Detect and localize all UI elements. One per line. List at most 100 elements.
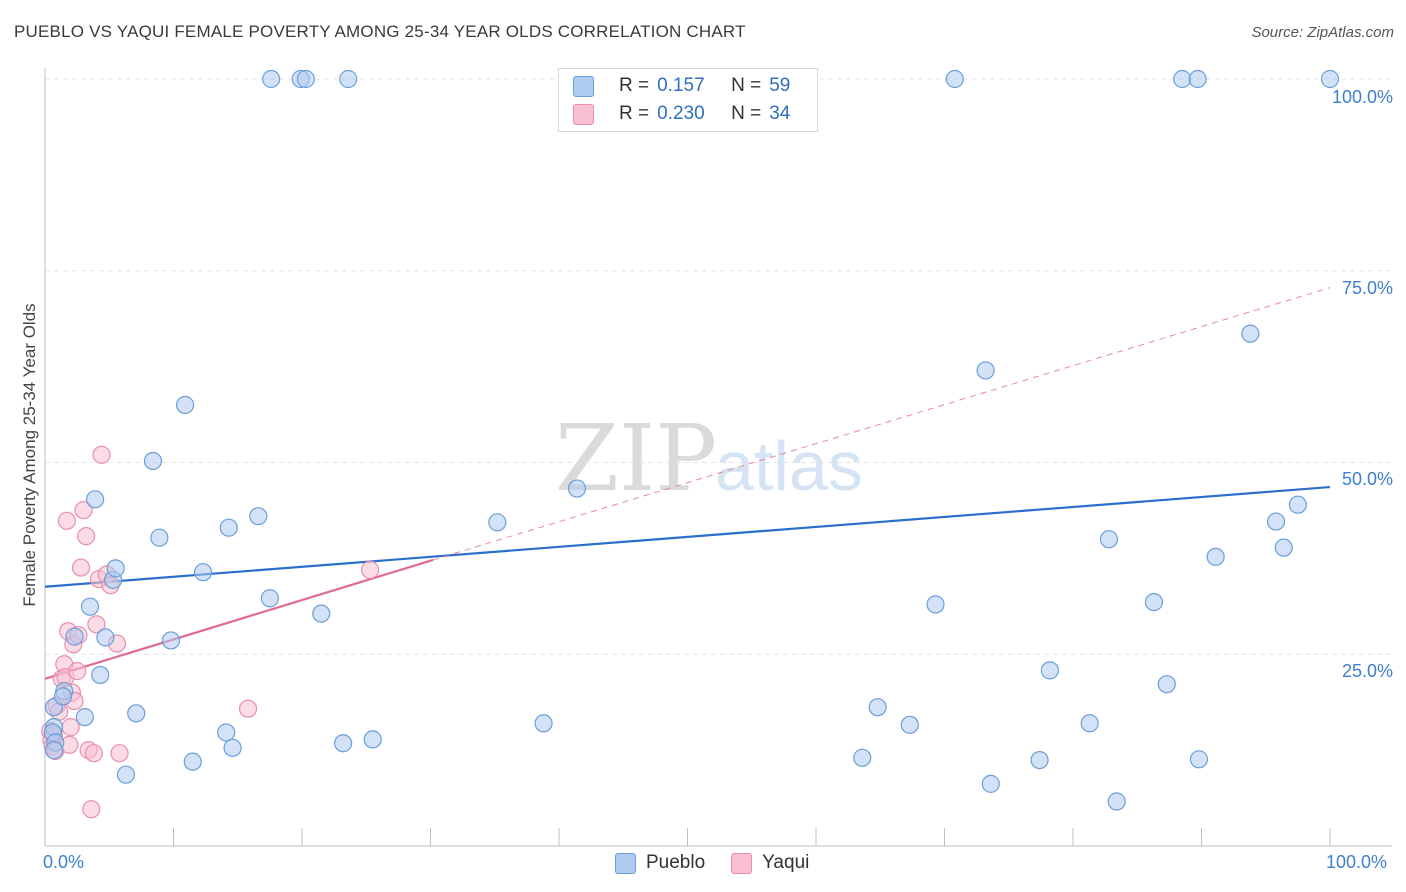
yaqui-trendline-projection: [432, 287, 1331, 561]
pueblo-point: [1188, 69, 1207, 89]
pueblo-n-label: N =: [731, 75, 762, 96]
pueblo-point: [1241, 324, 1260, 343]
pueblo-point: [339, 69, 358, 89]
watermark-atlas: atlas: [715, 427, 863, 505]
pueblo-point: [534, 714, 553, 733]
pueblo-r-label: R =: [619, 75, 650, 96]
pueblo-point: [262, 69, 281, 89]
pueblo-point: [44, 741, 64, 760]
correlation-legend: R = 0.157 N = 59 R = 0.230 N = 34: [558, 68, 818, 132]
source-note: Source: ZipAtlas.com: [1251, 24, 1394, 41]
pueblo-n-value: 59: [769, 75, 791, 96]
pueblo-point: [1157, 675, 1176, 694]
data-points: [41, 69, 1340, 819]
yaqui-point: [77, 527, 96, 546]
x-tick-label-100: 100.0%: [1326, 852, 1388, 872]
pueblo-point: [75, 708, 94, 727]
pueblo-point: [161, 631, 181, 650]
grid: [45, 78, 1395, 655]
yaqui-swatch: [573, 103, 594, 125]
yaqui-point: [61, 718, 80, 737]
pueblo-point: [296, 69, 315, 89]
yaqui-n-label: N =: [731, 103, 762, 124]
legend-row-pueblo: R = 0.157 N = 59: [573, 73, 791, 99]
pueblo-point: [106, 559, 125, 578]
pueblo-point: [1266, 512, 1286, 531]
pueblo-point: [1206, 547, 1225, 566]
watermark: ZIP atlas: [555, 405, 863, 512]
legend-item-pueblo: Pueblo: [615, 852, 705, 874]
pueblo-point: [1144, 592, 1164, 612]
pueblo-point: [1099, 530, 1119, 549]
pueblo-point: [1189, 750, 1209, 769]
pueblo-point: [488, 513, 507, 532]
pueblo-point: [175, 395, 195, 415]
legend-item-yaqui: Yaqui: [731, 852, 809, 874]
pueblo-point: [363, 730, 382, 749]
pueblo-point: [86, 490, 105, 509]
pueblo-point: [80, 597, 100, 616]
yaqui-r-value: 0.230: [657, 103, 705, 124]
yaqui-r-label: R =: [619, 103, 650, 124]
y-tick-label-100: 100.0%: [1331, 87, 1393, 107]
pueblo-point: [65, 627, 84, 646]
yaqui-point: [57, 511, 76, 530]
yaqui-point: [238, 699, 258, 718]
y-tick-label-25: 25.0%: [1341, 661, 1393, 681]
yaqui-legend-label: Yaqui: [762, 852, 810, 873]
pueblo-legend-label: Pueblo: [646, 852, 706, 873]
chart-title: PUEBLO VS YAQUI FEMALE POVERTY AMONG 25-…: [14, 22, 746, 41]
pueblo-point: [53, 687, 73, 706]
pueblo-trendline: [44, 485, 1331, 588]
pueblo-r-value: 0.157: [657, 75, 705, 96]
pueblo-point: [219, 518, 238, 537]
axes: [44, 68, 1392, 847]
pueblo-point: [976, 361, 995, 380]
pueblo-point: [249, 507, 268, 526]
yaqui-point: [82, 800, 101, 819]
pueblo-point: [96, 628, 115, 647]
pueblo-point: [1173, 69, 1192, 89]
pueblo-point: [853, 748, 872, 767]
pueblo-point: [150, 528, 169, 547]
yaqui-point: [84, 744, 103, 763]
pueblo-point: [900, 715, 919, 734]
pueblo-point: [334, 734, 353, 753]
yaqui-n-value: 34: [769, 103, 791, 124]
yaqui-point: [87, 615, 106, 634]
pueblo-point: [1030, 750, 1049, 770]
pueblo-point: [945, 69, 964, 89]
legend-row-yaqui: R = 0.230 N = 34: [573, 101, 791, 127]
y-tick-label-75: 75.0%: [1341, 278, 1393, 298]
pueblo-point: [183, 752, 202, 771]
pueblo-point: [143, 451, 163, 471]
series-legend: Pueblo Yaqui: [615, 852, 835, 874]
pueblo-point: [1040, 661, 1059, 680]
pueblo-point: [217, 723, 236, 742]
pueblo-point: [1274, 538, 1293, 557]
pueblo-point: [1288, 495, 1307, 514]
pueblo-point: [193, 563, 213, 582]
yaqui-trendline: [44, 558, 434, 680]
pueblo-point: [260, 589, 279, 608]
pueblo-point: [1080, 714, 1099, 733]
pueblo-point: [981, 774, 1000, 793]
yaqui-point: [74, 500, 93, 520]
pueblo-point: [116, 765, 136, 784]
trendlines: [44, 287, 1331, 680]
pueblo-point: [91, 665, 110, 685]
y-tick-label-50: 50.0%: [1341, 469, 1393, 489]
pueblo-point: [127, 704, 146, 723]
pueblo-point: [868, 698, 887, 717]
yaqui-legend-swatch: [731, 852, 753, 874]
pueblo-point: [1107, 792, 1126, 811]
pueblo-point: [567, 479, 587, 498]
yaqui-point: [92, 445, 111, 464]
pueblo-swatch: [573, 75, 594, 97]
yaqui-point: [71, 558, 91, 577]
yaqui-point: [361, 560, 380, 579]
yaqui-point: [68, 662, 87, 681]
pueblo-point: [926, 595, 945, 614]
pueblo-legend-swatch: [615, 852, 636, 874]
